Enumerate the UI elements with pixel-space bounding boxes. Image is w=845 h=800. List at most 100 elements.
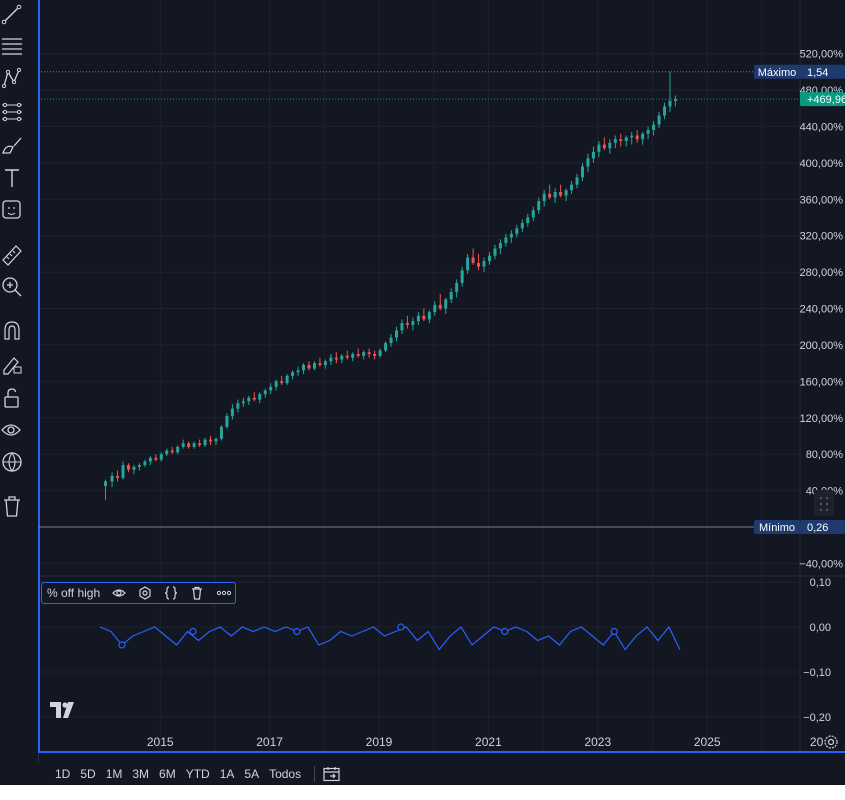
range-ytd-button[interactable]: YTD: [185, 766, 210, 781]
candle: [504, 233, 508, 247]
candle: [597, 140, 601, 158]
candle: [455, 279, 459, 298]
candle-body: [559, 191, 563, 196]
trash-icon[interactable]: [190, 586, 204, 600]
x-tick-label: 20: [810, 735, 824, 749]
candle: [323, 359, 327, 369]
horizontal-lines-icon[interactable]: [2, 38, 22, 55]
candle: [580, 162, 584, 182]
eye-icon[interactable]: [112, 586, 127, 600]
candle: [673, 95, 677, 107]
globe-icon[interactable]: [2, 452, 22, 472]
chart-area[interactable]: 520,00% 480,00% 440,00% 400,00% 360,00% 320,0…: [38, 0, 845, 785]
candle-body: [318, 363, 322, 365]
candle: [340, 354, 344, 364]
brush-icon[interactable]: [2, 137, 22, 154]
candle-body: [548, 193, 552, 198]
oscillator-title[interactable]: % off high: [47, 586, 101, 600]
range-5a-button[interactable]: 5A: [244, 766, 260, 781]
candle-body: [219, 426, 223, 439]
go-to-date-icon[interactable]: [323, 766, 341, 782]
min-price-tag[interactable]: Mínimo 0,26: [754, 520, 845, 534]
candle: [444, 297, 448, 314]
osc-y-tick-label: 0,00: [810, 622, 831, 634]
eye-icon[interactable]: [1, 424, 21, 436]
y-tick-label: 120,00%: [800, 413, 844, 425]
candle: [416, 312, 420, 325]
range-todos-button[interactable]: Todos: [269, 766, 302, 781]
candle: [258, 392, 262, 404]
candle-body: [509, 233, 513, 238]
chart-canvas[interactable]: 520,00%480,00%440,00%400,00%360,00%320,0…: [38, 0, 845, 785]
scale-drag-handle[interactable]: [814, 490, 834, 516]
candle-body: [148, 457, 152, 462]
candle: [482, 257, 486, 273]
trend-line-icon[interactable]: [1, 4, 22, 25]
candle: [427, 310, 431, 324]
lock-drawing-icon[interactable]: [3, 357, 22, 375]
candle-body: [531, 210, 535, 218]
unlock-icon[interactable]: [4, 388, 19, 408]
range-6m-button[interactable]: 6M: [159, 766, 176, 781]
candle-body: [504, 237, 508, 243]
candle: [367, 348, 371, 358]
max-price-tag-value: 1,54: [807, 67, 828, 79]
candle-body: [116, 476, 120, 478]
tradingview-logo[interactable]: [50, 702, 78, 723]
magnet-icon[interactable]: [4, 321, 20, 340]
settings-icon[interactable]: [138, 586, 152, 600]
y-tick-label: 520,00%: [800, 49, 844, 61]
y-axis-labels: 520,00%480,00%440,00%400,00%360,00%320,0…: [799, 49, 843, 724]
last-price-tag[interactable]: +469,96: [800, 92, 845, 107]
osc-y-tick-label: −0,10: [803, 667, 831, 679]
more-icon[interactable]: [216, 586, 232, 600]
candle-body: [252, 397, 256, 400]
range-1m-button[interactable]: 1M: [105, 766, 123, 781]
candle: [433, 301, 437, 316]
candle-body: [570, 184, 574, 191]
candle-body: [405, 323, 409, 325]
candle: [165, 448, 169, 456]
pattern-icon[interactable]: [1, 67, 22, 89]
drag-dot: [820, 509, 822, 511]
candle-body: [110, 476, 114, 482]
trash-icon[interactable]: [4, 496, 20, 517]
emoji-icon[interactable]: [2, 200, 21, 219]
source-code-icon[interactable]: [164, 586, 178, 600]
candle: [477, 253, 481, 271]
candle: [652, 120, 656, 136]
candle: [613, 135, 617, 149]
candle: [263, 388, 267, 398]
ruler-icon[interactable]: [2, 245, 22, 266]
candle-body: [613, 139, 617, 143]
range-1a-button[interactable]: 1A: [219, 766, 235, 781]
max-price-tag[interactable]: Máximo 1,54: [754, 64, 845, 79]
candle: [575, 173, 579, 189]
y-tick-label: 160,00%: [800, 376, 844, 388]
candle: [537, 197, 541, 214]
oscillator-legend[interactable]: % off high: [41, 582, 237, 604]
candle: [498, 239, 502, 254]
candle: [159, 452, 163, 462]
fib-retracement-icon[interactable]: [2, 102, 22, 122]
candle-body: [176, 446, 180, 453]
candle: [395, 326, 399, 342]
candle-body: [466, 257, 470, 271]
candle: [509, 230, 513, 243]
candle: [192, 441, 196, 449]
chart-settings-gear-icon[interactable]: [823, 734, 839, 750]
range-3m-button[interactable]: 3M: [132, 766, 150, 781]
candle-body: [356, 354, 360, 356]
candle-body: [564, 190, 568, 196]
zoom-in-icon[interactable]: [2, 277, 22, 297]
candle: [285, 374, 289, 385]
range-5d-button[interactable]: 5D: [80, 766, 96, 781]
candle: [384, 341, 388, 353]
candle-body: [553, 191, 557, 198]
range-1d-button[interactable]: 1D: [55, 766, 71, 781]
candle: [143, 459, 147, 467]
candle: [570, 181, 574, 194]
candle-body: [673, 99, 677, 101]
last-price-tag-value-bg: [800, 92, 845, 107]
text-icon[interactable]: [5, 169, 19, 187]
